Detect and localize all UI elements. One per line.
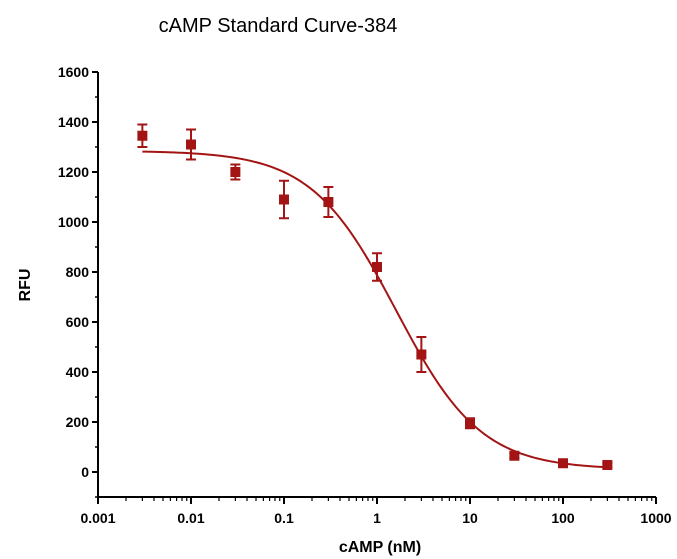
fit-curve [142, 150, 608, 469]
square-marker [465, 418, 475, 429]
x-tick-label: 0.1 [274, 510, 294, 526]
square-marker [416, 349, 427, 360]
square-marker [137, 130, 148, 141]
x-tick-label: 10 [462, 510, 478, 526]
data-point [465, 417, 475, 430]
data-point [509, 450, 520, 461]
data-point [137, 123, 148, 148]
data-points [137, 123, 613, 470]
y-axis-ticks: 0 200 400 600 800 1000 1200 1400 1600 [58, 64, 98, 498]
x-axis-ticks: 0.001 0.01 0.1 1 10 100 1000 [80, 497, 672, 526]
y-tick-label: 1400 [58, 114, 89, 130]
y-tick-label: 600 [66, 314, 90, 330]
x-tick-label: 0.001 [80, 510, 115, 526]
x-tick-label: 1000 [640, 510, 671, 526]
square-marker [323, 197, 334, 207]
x-tick-label: 0.01 [177, 510, 204, 526]
square-marker [372, 262, 382, 272]
data-point [279, 179, 289, 220]
y-tick-label: 200 [66, 414, 90, 430]
square-marker [186, 139, 196, 150]
data-point [372, 252, 382, 282]
data-point [323, 186, 334, 218]
y-tick-label: 0 [81, 464, 89, 480]
data-point [230, 163, 241, 181]
x-axis-label: cAMP (nM) [339, 539, 421, 556]
x-tick-label: 100 [551, 510, 575, 526]
y-tick-label: 400 [66, 364, 90, 380]
y-axis-label: RFU [17, 269, 34, 302]
square-marker [279, 194, 289, 205]
square-marker [230, 167, 241, 177]
data-point [416, 336, 427, 373]
y-tick-label: 800 [66, 264, 90, 280]
data-point [558, 458, 568, 469]
y-tick-label: 1600 [58, 64, 89, 80]
data-point [602, 460, 613, 470]
axes [97, 72, 656, 498]
square-marker [509, 450, 520, 461]
chart-title: cAMP Standard Curve-384 [159, 15, 398, 37]
x-tick-label: 1 [373, 510, 381, 526]
y-tick-label: 1200 [58, 164, 89, 180]
square-marker [558, 458, 568, 469]
square-marker [602, 460, 613, 470]
y-tick-label: 1000 [58, 214, 89, 230]
data-point [186, 128, 196, 161]
